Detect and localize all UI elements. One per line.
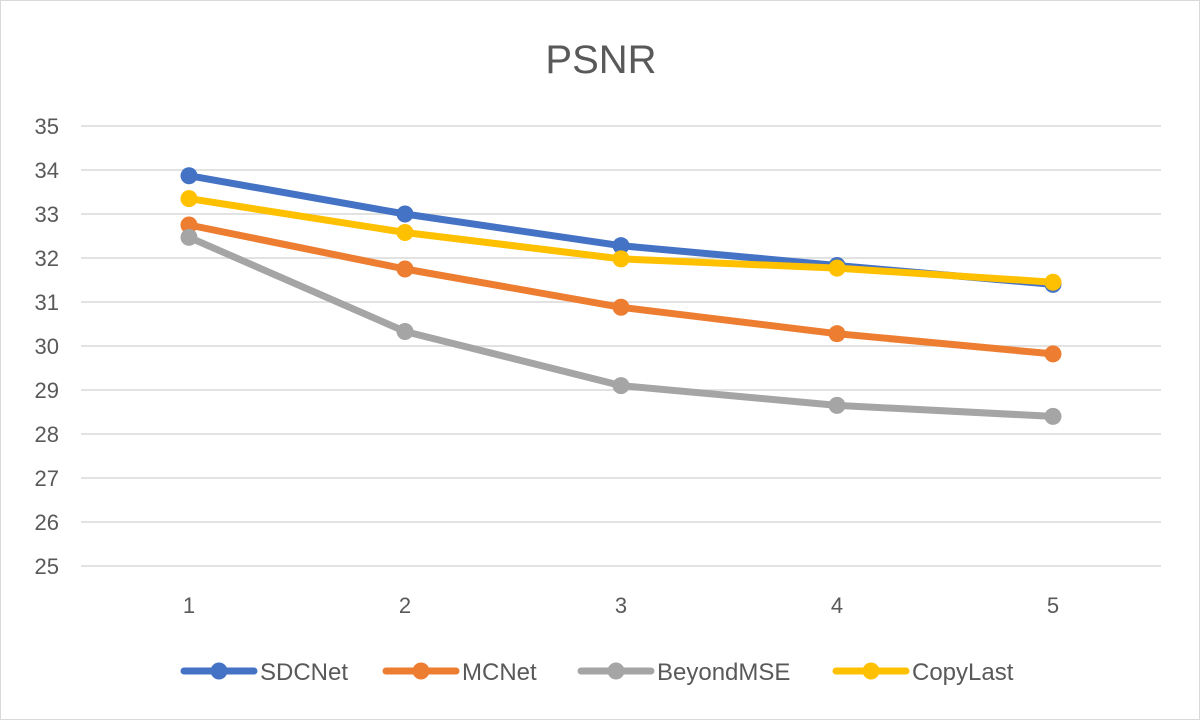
series-lines [180, 167, 1062, 425]
x-tick-label: 2 [399, 593, 411, 618]
data-point [1044, 273, 1062, 291]
x-tick-label: 1 [183, 593, 195, 618]
series-beyondmse [180, 228, 1062, 425]
data-point [180, 228, 198, 246]
y-tick-label: 25 [35, 554, 59, 579]
series-copylast [180, 190, 1062, 291]
y-tick-label: 29 [35, 378, 59, 403]
data-point [180, 216, 198, 234]
legend-swatch-marker [210, 662, 228, 680]
data-point [180, 190, 198, 208]
x-tick-label: 5 [1047, 593, 1059, 618]
y-axis-tick-labels: 25 26 27 28 29 30 31 32 33 34 35 [35, 114, 59, 579]
y-tick-label: 35 [35, 114, 59, 139]
y-tick-label: 31 [35, 290, 59, 315]
y-tick-label: 28 [35, 422, 59, 447]
legend-swatch-marker [862, 662, 880, 680]
y-tick-label: 26 [35, 510, 59, 535]
data-point [612, 250, 630, 268]
chart-title: PSNR [545, 38, 656, 82]
legend-item-mcnet: MCNet [382, 659, 537, 686]
data-point [396, 205, 414, 223]
data-point [612, 298, 630, 316]
x-tick-label: 3 [615, 593, 627, 618]
data-point [1044, 407, 1062, 425]
x-tick-label: 4 [831, 593, 843, 618]
y-tick-label: 33 [35, 202, 59, 227]
data-point [828, 325, 846, 343]
legend-item-beyondmse: BeyondMSE [577, 659, 790, 686]
x-axis-tick-labels: 1 2 3 4 5 [183, 593, 1059, 618]
data-point [612, 377, 630, 395]
data-point [396, 322, 414, 340]
data-point [396, 260, 414, 278]
legend-item-sdcnet: SDCNet [180, 659, 348, 686]
series-mcnet [180, 216, 1062, 363]
legend-item-copylast: CopyLast [832, 659, 1014, 686]
y-tick-label: 30 [35, 334, 59, 359]
y-tick-label: 32 [35, 246, 59, 271]
data-point [396, 223, 414, 241]
data-point [612, 237, 630, 255]
legend-swatch-marker [412, 662, 430, 680]
legend: SDCNet MCNet BeyondMSE CopyLast [180, 659, 1014, 686]
data-point [180, 167, 198, 185]
legend-label: CopyLast [912, 659, 1014, 686]
legend-label: MCNet [462, 659, 537, 686]
legend-label: SDCNet [260, 659, 348, 686]
y-tick-label: 34 [35, 158, 59, 183]
data-point [828, 259, 846, 277]
data-point [1044, 345, 1062, 363]
legend-swatch-marker [607, 662, 625, 680]
legend-label: BeyondMSE [657, 659, 790, 686]
y-tick-label: 27 [35, 466, 59, 491]
data-point [828, 396, 846, 414]
series-line [185, 172, 1057, 288]
